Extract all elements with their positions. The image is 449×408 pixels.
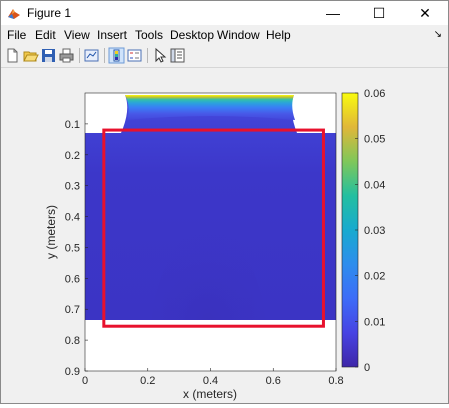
minimize-button[interactable]: — <box>326 5 340 21</box>
x-axis-label: x (meters) <box>183 387 237 401</box>
colorbar-tick-label: 0 <box>364 362 370 374</box>
heatmap-field <box>85 95 336 320</box>
title-bar[interactable]: Figure 1 — ☐ ✕ <box>1 1 448 25</box>
y-tick-label: 0.9 <box>65 366 80 378</box>
menu-desktop[interactable]: Desktop <box>170 28 215 42</box>
new-figure-icon[interactable] <box>4 47 21 64</box>
x-tick-label: 0.4 <box>203 375 218 387</box>
colorbar-tick-label: 0.01 <box>364 316 385 328</box>
x-tick-label: 0.2 <box>140 375 155 387</box>
matlab-icon <box>8 9 20 19</box>
menu-bar: File Edit View Insert Tools Desktop Wind… <box>1 25 448 45</box>
save-icon[interactable] <box>40 47 57 64</box>
open-file-icon[interactable] <box>22 47 39 64</box>
y-tick-label: 0.5 <box>65 242 80 254</box>
y-tick-label: 0.3 <box>65 181 80 193</box>
link-plot-icon[interactable] <box>83 47 100 64</box>
close-button[interactable]: ✕ <box>419 5 431 21</box>
property-inspector-icon[interactable] <box>169 47 186 64</box>
edit-plot-icon[interactable] <box>151 47 168 64</box>
menu-view[interactable]: View <box>64 28 90 42</box>
figure-canvas: 0 0.2 0.4 0.6 0.8 0.1 0.2 0.3 0.4 0.5 0.6 0.7 0.8 0.… <box>1 68 448 403</box>
y-tick-label: 0.7 <box>65 304 80 316</box>
x-axis: 0 0.2 0.4 0.6 0.8 <box>82 368 344 387</box>
menu-edit[interactable]: Edit <box>35 28 56 42</box>
y-tick-label: 0.6 <box>65 273 80 285</box>
colorbar-tick-label: 0.03 <box>364 225 385 237</box>
menu-window[interactable]: Window <box>217 28 260 42</box>
menu-help[interactable]: Help <box>266 28 291 42</box>
highlight-rectangle <box>102 128 325 328</box>
insert-colorbar-icon[interactable] <box>108 47 125 64</box>
colorbar-tick-label: 0.06 <box>364 88 385 100</box>
y-tick-label: 0.8 <box>65 335 80 347</box>
y-axis-label: y (meters) <box>44 205 58 259</box>
window-title: Figure 1 <box>27 6 72 20</box>
toolbar-separator <box>104 48 105 63</box>
menu-tools[interactable]: Tools <box>135 28 164 42</box>
colorbar-ticks: 0 0.01 0.02 0.03 0.04 0.05 0.06 <box>355 88 385 374</box>
x-tick-label: 0 <box>82 375 88 387</box>
colorbar-tick-label: 0.05 <box>364 134 385 146</box>
toolbar-separator <box>147 48 148 63</box>
y-axis: 0.1 0.2 0.3 0.4 0.5 0.6 0.7 0.8 0.9 <box>65 119 88 378</box>
insert-legend-icon[interactable] <box>126 47 143 64</box>
figure-toolbar <box>1 45 448 68</box>
y-tick-label: 0.4 <box>65 212 80 224</box>
menu-insert[interactable]: Insert <box>97 28 128 42</box>
colorbar-tick-label: 0.04 <box>364 179 385 191</box>
x-tick-label: 0.8 <box>328 375 343 387</box>
menu-file[interactable]: File <box>7 28 27 42</box>
maximize-button[interactable]: ☐ <box>372 5 386 21</box>
toolbar-separator <box>79 48 80 63</box>
colorbar-tick-label: 0.02 <box>364 271 385 283</box>
y-tick-label: 0.1 <box>65 119 80 131</box>
plot-svg: 0 0.2 0.4 0.6 0.8 0.10.20.30.40.50.60.70.80.… <box>44 88 385 401</box>
y-tick-label: 0.2 <box>65 150 80 162</box>
dock-arrow-icon[interactable]: ↘ <box>433 29 442 40</box>
print-icon[interactable] <box>58 47 75 64</box>
x-tick-label: 0.6 <box>266 375 281 387</box>
